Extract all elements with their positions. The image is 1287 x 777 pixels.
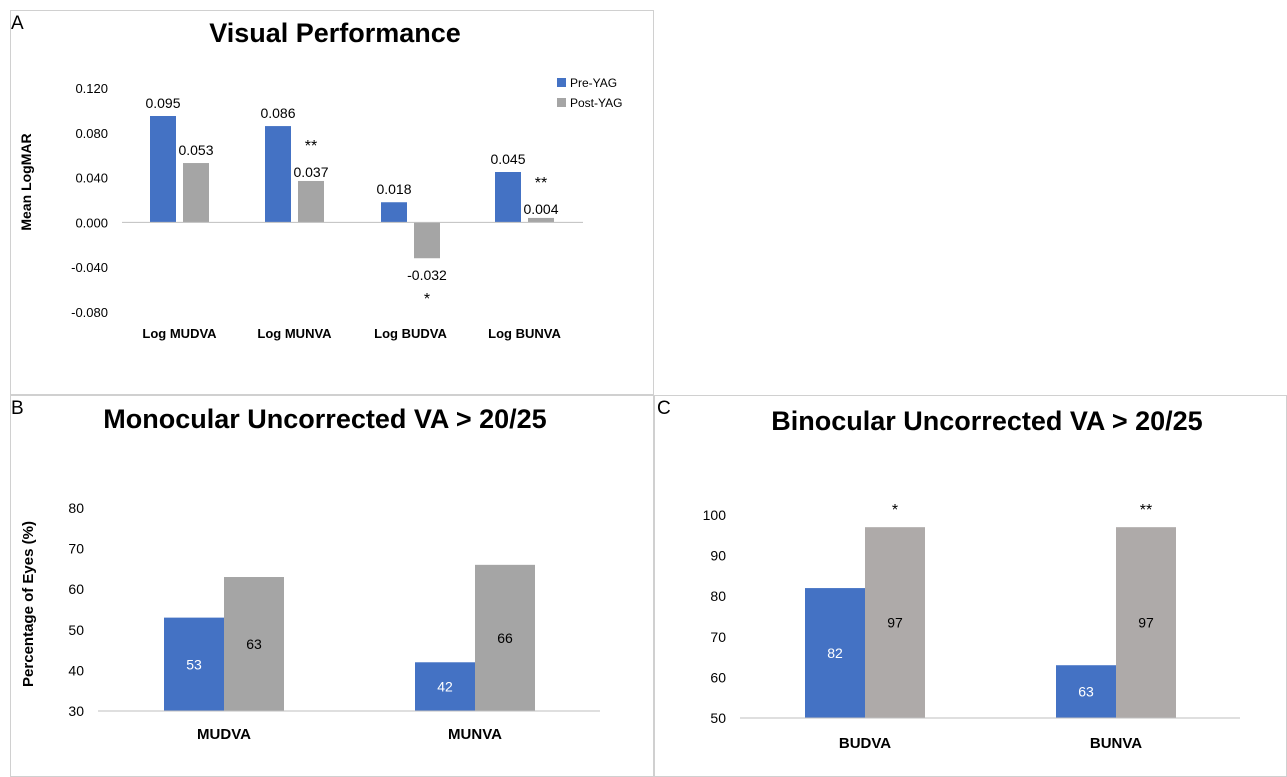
panel-b-ytick-label: 40 — [68, 662, 84, 678]
panel-a-significance-marker: * — [424, 291, 430, 308]
panel-a-ytick-label: 0.000 — [75, 215, 108, 230]
panel-a-category-label: Log MUDVA — [142, 326, 217, 341]
panel-a-ytick-label: 0.040 — [75, 171, 108, 186]
panel-c-ytick-label: 100 — [703, 507, 727, 523]
panel-b-bar — [164, 617, 224, 711]
panel-c-category-label: BUNVA — [1090, 735, 1142, 752]
panel-b-ytick-label: 80 — [68, 500, 84, 516]
panel-a-value-label: -0.032 — [407, 267, 447, 283]
panel-b-category-label: MUDVA — [197, 726, 251, 743]
panel-b-title: Monocular Uncorrected VA > 20/25 — [103, 404, 546, 434]
panel-a-value-label: 0.053 — [178, 142, 213, 158]
panel-c-value-label: 63 — [1078, 684, 1094, 700]
panel-b-ytick-label: 30 — [68, 703, 84, 719]
panel-a-bar — [265, 126, 291, 223]
panel-b-value-label: 66 — [497, 630, 513, 646]
panel-a-ytick-label: -0.080 — [71, 305, 108, 320]
panel-b-ylabel: Percentage of Eyes (%) — [20, 521, 37, 687]
panel-a-frame — [10, 10, 654, 395]
panel-a-value-label: 0.018 — [376, 181, 411, 197]
panel-a-ytick-label: 0.120 — [75, 81, 108, 96]
panel-c-title: Binocular Uncorrected VA > 20/25 — [771, 406, 1202, 436]
legend-swatch-post-yag — [557, 98, 566, 107]
panel-c-significance-marker: ** — [1140, 502, 1152, 519]
legend-label-pre-yag: Pre-YAG — [570, 76, 617, 90]
panel-c-bar — [1116, 527, 1176, 718]
panel-a-bar — [528, 217, 554, 223]
panel-a-category-label: Log BUDVA — [374, 326, 447, 341]
panel-a-bar — [298, 180, 324, 223]
panel-a-value-label: 0.045 — [490, 151, 525, 167]
panel-b-bar — [415, 662, 475, 711]
panel-c-value-label: 82 — [827, 645, 843, 661]
panel-a-value-label: 0.086 — [260, 105, 295, 121]
panel-c-ytick-label: 70 — [710, 629, 726, 645]
panel-b-value-label: 63 — [246, 636, 262, 652]
legend-swatch-pre-yag — [557, 78, 566, 87]
panel-b-ytick-label: 60 — [68, 581, 84, 597]
panel-c-significance-marker: * — [892, 502, 898, 519]
panel-a-category-label: Log BUNVA — [488, 326, 561, 341]
panel-b-ytick-label: 50 — [68, 622, 84, 638]
panel-b-value-label: 53 — [186, 656, 202, 672]
panel-a-value-label: 0.095 — [145, 95, 180, 111]
panel-a-category-label: Log MUNVA — [257, 326, 332, 341]
panel-c-letter: C — [657, 398, 671, 419]
panel-a-bar — [150, 116, 176, 223]
panel-c-ytick-label: 80 — [710, 588, 726, 604]
panel-a-title: Visual Performance — [209, 18, 461, 48]
panel-a-ytick-label: 0.080 — [75, 126, 108, 141]
panel-a-significance-marker: ** — [305, 138, 317, 155]
panel-c-ytick-label: 90 — [710, 548, 726, 564]
panel-a-bar — [495, 172, 521, 223]
panel-c-ytick-label: 60 — [710, 669, 726, 685]
legend-label-post-yag: Post-YAG — [570, 96, 622, 110]
panel-c-category-label: BUDVA — [839, 735, 891, 752]
panel-b-bar — [224, 577, 284, 711]
panel-c-value-label: 97 — [1138, 615, 1154, 631]
panel-a-ytick-label: -0.040 — [71, 260, 108, 275]
panel-b-value-label: 42 — [437, 679, 453, 695]
panel-c-value-label: 97 — [887, 615, 903, 631]
panel-b-bar — [475, 564, 535, 711]
panel-a-bar — [414, 222, 440, 259]
panel-c-bar — [805, 588, 865, 718]
panel-b-ytick-label: 70 — [68, 541, 84, 557]
panel-c-bar — [1056, 665, 1116, 718]
panel-a-value-label: 0.004 — [523, 201, 558, 217]
panel-b-category-label: MUNVA — [448, 726, 502, 743]
panel-a-bar — [183, 163, 209, 223]
panel-a-ylabel: Mean LogMAR — [18, 133, 34, 230]
panel-a-value-label: 0.037 — [293, 164, 328, 180]
panel-a-bar — [381, 202, 407, 223]
panel-c-bar — [865, 527, 925, 718]
panel-a-letter: A — [11, 13, 24, 34]
panel-b-letter: B — [11, 398, 24, 419]
panel-a-significance-marker: ** — [535, 175, 547, 192]
panel-c-ytick-label: 50 — [710, 710, 726, 726]
